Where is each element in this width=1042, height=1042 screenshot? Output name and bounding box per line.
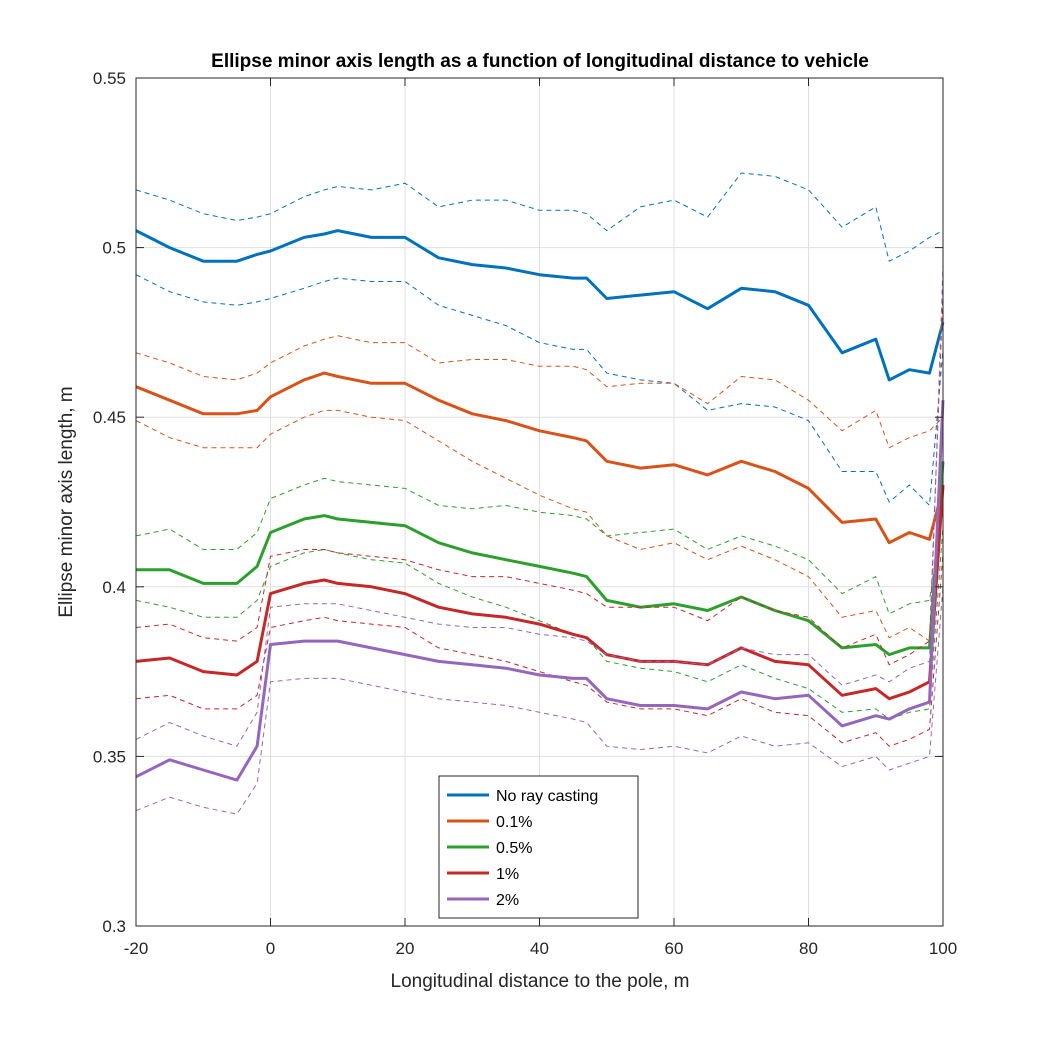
y-tick-label: 0.35 [93, 747, 126, 766]
legend-label: 1% [496, 866, 519, 883]
series-upper-line-0-1 [135, 335, 944, 449]
x-tick-label: 60 [665, 939, 684, 958]
series-upper-line-no-ray-casting [135, 172, 944, 262]
chart-title: Ellipse minor axis length as a function … [211, 51, 869, 72]
series-lower-line-2 [135, 586, 944, 815]
y-tick-label: 0.45 [93, 408, 126, 427]
series-line-1 [135, 484, 945, 701]
x-tick-label: 100 [929, 939, 957, 958]
series-line-no-ray-casting [135, 229, 945, 382]
series-upper-line-2 [135, 264, 944, 747]
axis-ticks: -20 0 20 40 60 80 100 0.3 0.35 0.4 0.45 0.5 0.55 [93, 69, 957, 958]
series-line-2 [135, 400, 945, 782]
x-tick-label: -20 [124, 939, 149, 958]
y-tick-label: 0.4 [102, 578, 126, 597]
y-tick-label: 0.3 [102, 917, 126, 936]
legend-label: No ray casting [496, 788, 598, 805]
y-tick-label: 0.5 [102, 239, 126, 258]
y-axis-label: Ellipse minor axis length, m [56, 386, 77, 617]
x-tick-label: 0 [266, 939, 275, 958]
legend-label: 0.5% [496, 840, 532, 857]
legend-label: 0.1% [496, 814, 532, 831]
series-lower-line-1 [135, 552, 944, 747]
series-line-0-1 [135, 371, 945, 545]
legend-label: 2% [496, 892, 519, 909]
y-tick-label: 0.55 [93, 69, 126, 88]
series-upper-line-1 [135, 291, 944, 666]
series-lower-line-0-5 [135, 525, 944, 720]
legend: No ray casting 0.1% 0.5% 1% 2% [438, 775, 639, 919]
x-tick-label: 40 [530, 939, 549, 958]
series-layer [135, 172, 945, 815]
series-lower-line-no-ray-casting [135, 274, 944, 507]
x-tick-label: 20 [396, 939, 415, 958]
series-upper-line-0-5 [135, 477, 944, 615]
series-line-0-5 [136, 461, 945, 657]
x-axis-label: Longitudinal distance to the pole, m [391, 971, 690, 992]
x-tick-label: 80 [799, 939, 818, 958]
